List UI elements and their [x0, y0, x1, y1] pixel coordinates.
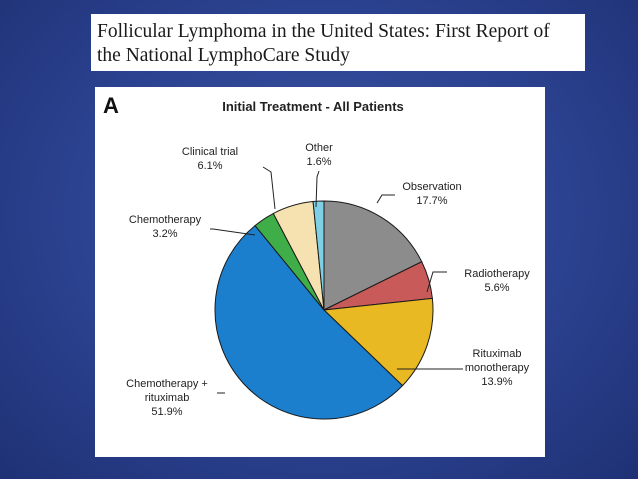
panel-label: A — [103, 93, 119, 118]
leader-line-5 — [210, 228, 256, 236]
pie-slice-3 — [322, 297, 434, 387]
slide-title-box: Follicular Lymphoma in the United States… — [91, 14, 585, 71]
slice-label-6: Clinical trial 6.1% — [182, 146, 238, 172]
slice-label-3: Rituximab monotherapy 13.9% — [465, 348, 530, 388]
slice-label-5: Chemotherapy 3.2% — [129, 214, 202, 240]
leader-line-2 — [426, 271, 447, 293]
leader-line-1 — [376, 194, 395, 204]
chart-title: Initial Treatment - All Patients — [222, 99, 404, 114]
pie-slice-7 — [312, 200, 325, 311]
slice-label-1: Observation 17.7% — [402, 181, 461, 207]
slice-label-4: Chemotherapy + rituximab 51.9% — [126, 378, 208, 418]
pie-chart: A Initial Treatment - All Patients Obser… — [103, 93, 530, 420]
slice-label-2: Radiotherapy 5.6% — [464, 268, 530, 294]
leader-line-6 — [262, 166, 276, 210]
leader-line-7 — [315, 170, 320, 208]
pie-slice-1 — [323, 200, 423, 311]
slide-title-line-1: Follicular Lymphoma in the United States… — [97, 21, 550, 42]
pie-chart-figure: A Initial Treatment - All Patients Obser… — [95, 87, 545, 457]
slide-title-line-2: the National LymphoCare Study — [97, 45, 350, 66]
slice-label-7: Other 1.6% — [305, 142, 333, 168]
pie-slice-4 — [214, 224, 404, 420]
